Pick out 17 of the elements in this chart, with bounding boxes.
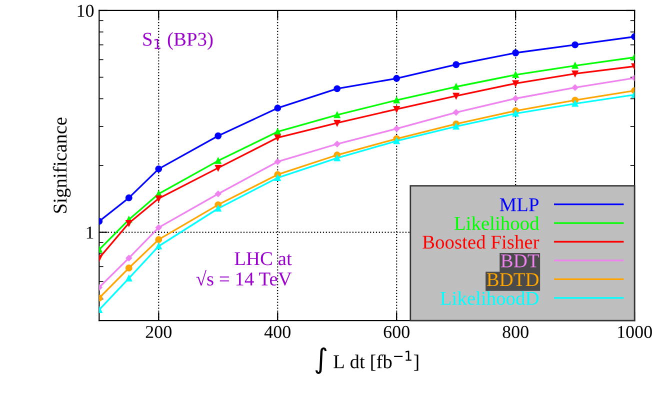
annotation: LHC at √s = 14 TeV bbox=[196, 252, 292, 286]
legend-label: Likelihood bbox=[454, 216, 540, 230]
x-tick-label: 400 bbox=[264, 326, 290, 338]
y-tick-label: 1 bbox=[86, 226, 94, 239]
legend-label: BDTD bbox=[486, 273, 539, 286]
x-axis-title: ∫ L dt [fb$^{−1}$] bbox=[315, 347, 418, 374]
x-tick-label: 800 bbox=[502, 326, 528, 338]
legend-label: LikelihoodD bbox=[440, 291, 539, 305]
x-tick-label: 1000 bbox=[618, 326, 652, 338]
legend-label: Boosted Fisher bbox=[422, 235, 540, 249]
annotation: S$_{1}$ (BP3) bbox=[143, 32, 213, 50]
y-axis-title: Significance bbox=[52, 118, 71, 213]
x-tick-label: 200 bbox=[146, 326, 172, 338]
x-tick-label: 600 bbox=[384, 326, 410, 338]
y-tick-label: 10 bbox=[78, 4, 94, 17]
legend-label: BDT bbox=[500, 254, 539, 268]
legend-label: MLP bbox=[500, 198, 539, 212]
